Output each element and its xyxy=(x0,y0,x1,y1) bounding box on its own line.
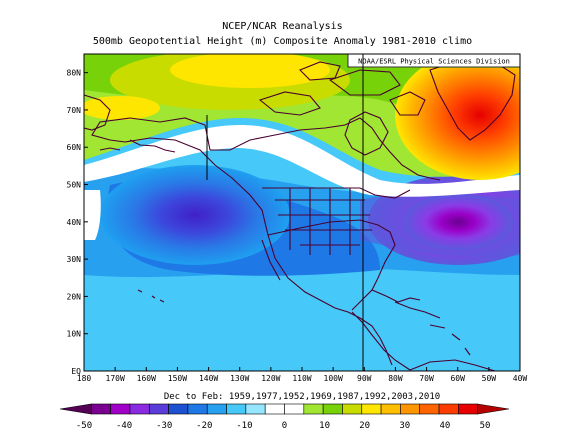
colorbar-swatch xyxy=(380,403,401,415)
colorbar-label: 20 xyxy=(359,421,370,431)
lon-tick-label: 110W xyxy=(292,374,311,383)
latitude-axis: EQ 10N 20N 30N 40N 50N 60N 70N 80N xyxy=(67,69,88,376)
lon-tick-label: 170W xyxy=(106,374,125,383)
colorbar-swatch xyxy=(342,403,363,415)
lon-tick-label: 70W xyxy=(419,374,434,383)
lat-tick-label: 10N xyxy=(67,330,82,339)
colorbar-label: 40 xyxy=(439,421,450,431)
lon-tick-label: 150W xyxy=(168,374,187,383)
lon-tick-label: 40W xyxy=(513,374,528,383)
colorbar-label: -50 xyxy=(76,421,92,431)
colorbar-swatch xyxy=(245,403,266,415)
map-subtitle: 500mb Geopotential Height (m) Composite … xyxy=(92,36,473,47)
colorbar-swatch xyxy=(168,403,189,415)
colorbar-swatch xyxy=(226,403,247,415)
colorbar-swatch xyxy=(438,403,459,415)
colorbar-label: 0 xyxy=(282,421,287,431)
anomaly-field xyxy=(84,54,520,371)
colorbar-swatch xyxy=(206,403,227,415)
colorbar-label: 10 xyxy=(319,421,330,431)
colorbar-swatch xyxy=(187,403,208,415)
colorbar-swatch xyxy=(148,403,169,415)
colorbar-label: -20 xyxy=(196,421,212,431)
colorbar-label: 50 xyxy=(480,421,491,431)
colorbar-swatch xyxy=(284,403,305,415)
colorbar-swatch xyxy=(400,403,421,415)
colorbar-label: -40 xyxy=(116,421,132,431)
lat-tick-label: 70N xyxy=(67,106,82,115)
map-caption: Dec to Feb: 1959,1977,1952,1969,1987,199… xyxy=(164,392,440,402)
colorbar: -50 -40 -30 -20 -10 0 10 20 30 40 50 xyxy=(59,403,510,431)
lon-tick-label: 140W xyxy=(199,374,218,383)
colorbar-low-arrow xyxy=(59,403,92,415)
lat-tick-label: 30N xyxy=(67,255,82,264)
lon-tick-label: 50W xyxy=(482,374,497,383)
colorbar-label: 30 xyxy=(399,421,410,431)
colorbar-swatch xyxy=(322,403,343,415)
colorbar-swatch xyxy=(264,403,285,415)
lon-tick-label: 60W xyxy=(450,374,465,383)
lon-tick-label: 100W xyxy=(324,374,343,383)
colorbar-label: -10 xyxy=(236,421,252,431)
lon-tick-label: 120W xyxy=(261,374,280,383)
lat-tick-label: 50N xyxy=(67,181,82,190)
lat-tick-label: 40N xyxy=(67,218,82,227)
lat-tick-label: 80N xyxy=(67,69,82,78)
lat-tick-label: 60N xyxy=(67,143,82,152)
lat-tick-label: EQ xyxy=(71,367,81,376)
colorbar-swatch xyxy=(110,403,131,415)
lon-tick-label: 160W xyxy=(137,374,156,383)
lon-tick-label: 180 xyxy=(77,374,92,383)
longitude-axis: 180 170W 160W 150W 140W 130W 120W 110W 100W 90W 80… xyxy=(77,367,528,383)
lon-tick-label: 80W xyxy=(388,374,403,383)
colorbar-swatch xyxy=(91,403,111,415)
credit-text: NOAA/ESRL Physical Sciences Division xyxy=(358,58,510,66)
colorbar-label: -30 xyxy=(156,421,172,431)
lon-tick-label: 130W xyxy=(230,374,249,383)
colorbar-swatch xyxy=(361,403,382,415)
colorbar-high-arrow xyxy=(477,403,510,415)
colorbar-swatch xyxy=(303,403,324,415)
colorbar-swatch xyxy=(419,403,440,415)
lon-tick-label: 90W xyxy=(357,374,372,383)
colorbar-swatch xyxy=(129,403,150,415)
lat-tick-label: 20N xyxy=(67,292,82,301)
map-title: NCEP/NCAR Reanalysis xyxy=(222,21,343,32)
colorbar-swatch xyxy=(458,403,478,415)
